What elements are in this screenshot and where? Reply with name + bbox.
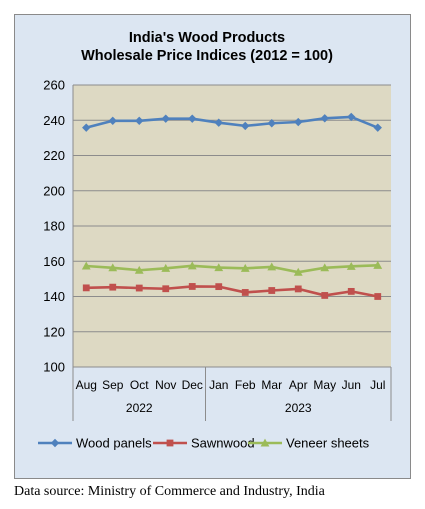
y-tick-label: 100	[43, 360, 65, 375]
data-point-sawnwood	[241, 289, 249, 296]
y-tick-label: 140	[43, 289, 65, 304]
chart-svg: India's Wood Products Wholesale Price Ind…	[38, 30, 392, 451]
data-point-veneer-sheets	[293, 267, 303, 276]
x-tick-label: Nov	[155, 378, 176, 392]
data-point-sawnwood	[347, 287, 355, 295]
data-point-sawnwood	[82, 284, 90, 292]
x-tick-label: Jun	[342, 378, 361, 392]
data-point-veneer-sheets	[214, 263, 224, 272]
year-label: 2023	[285, 401, 312, 415]
x-tick-label: Apr	[289, 378, 308, 392]
data-point-wood-panels	[294, 117, 303, 127]
y-tick-label: 180	[43, 219, 65, 234]
data-point-veneer-sheets	[267, 262, 277, 271]
chart-frame: India's Wood Products Wholesale Price Ind…	[14, 14, 411, 479]
data-point-veneer-sheets	[81, 261, 91, 270]
x-tick-label: Sep	[102, 378, 124, 392]
data-point-sawnwood	[321, 292, 329, 299]
data-point-veneer-sheets	[161, 263, 171, 272]
data-point-veneer-sheets	[373, 260, 383, 269]
x-tick-label: Dec	[182, 378, 203, 392]
data-point-wood-panels	[320, 114, 329, 123]
data-point-veneer-sheets	[240, 263, 250, 272]
data-point-sawnwood	[374, 293, 382, 300]
data-point-wood-panels	[82, 123, 91, 132]
data-point-sawnwood	[188, 283, 196, 290]
x-tick-label: May	[313, 378, 336, 392]
data-point-sawnwood	[294, 285, 302, 293]
y-tick-label: 240	[43, 113, 65, 128]
legend-marker	[50, 438, 60, 448]
data-point-sawnwood	[109, 283, 117, 291]
data-source-note: Data source: Ministry of Commerce and In…	[14, 484, 325, 499]
data-point-veneer-sheets	[320, 263, 330, 272]
legend-label: Veneer sheets	[286, 436, 370, 451]
year-label: 2022	[126, 401, 153, 415]
legend-marker	[166, 439, 174, 447]
data-point-wood-panels	[267, 119, 276, 128]
data-point-wood-panels	[373, 123, 382, 132]
series-line-wood-panels	[85, 115, 379, 129]
data-point-wood-panels	[241, 121, 250, 131]
chart-title-line: Wholesale Price Indices (2012 = 100)	[81, 48, 333, 64]
chart-title-line: India's Wood Products	[129, 30, 285, 46]
data-point-sawnwood	[135, 284, 143, 292]
data-point-sawnwood	[268, 287, 276, 294]
legend-marker	[260, 438, 270, 447]
data-point-wood-panels	[214, 118, 223, 127]
data-point-veneer-sheets	[134, 265, 144, 274]
y-tick-label: 220	[43, 148, 65, 163]
legend-label: Sawnwood	[191, 436, 255, 451]
x-tick-label: Jan	[209, 378, 228, 392]
y-tick-label: 260	[43, 78, 65, 93]
legend-label: Wood panels	[76, 436, 152, 451]
x-tick-label: Jul	[370, 378, 385, 392]
y-tick-label: 160	[43, 254, 65, 269]
series-line-sawnwood	[86, 285, 378, 298]
x-tick-label: Aug	[76, 378, 97, 392]
x-tick-label: Oct	[130, 378, 149, 392]
data-point-sawnwood	[215, 283, 223, 291]
data-point-wood-panels	[108, 116, 117, 125]
data-point-wood-panels	[188, 114, 197, 123]
y-tick-label: 120	[43, 324, 65, 339]
data-point-veneer-sheets	[108, 263, 118, 272]
data-point-veneer-sheets	[187, 261, 197, 270]
data-point-sawnwood	[162, 285, 170, 293]
x-tick-label: Mar	[261, 378, 282, 392]
y-tick-label: 200	[43, 183, 65, 198]
series-line-veneer-sheets	[86, 264, 378, 274]
x-tick-label: Feb	[235, 378, 256, 392]
data-point-wood-panels	[161, 114, 170, 123]
data-point-wood-panels	[347, 112, 356, 122]
data-point-veneer-sheets	[346, 261, 356, 270]
